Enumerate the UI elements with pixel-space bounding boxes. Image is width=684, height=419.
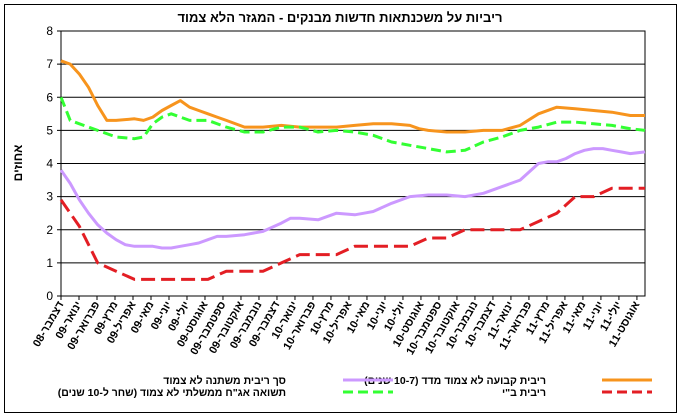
legend-label-1: סך ריבית משתנה לא צמוד [163,375,286,387]
y-axis-ticks: 0 1 2 3 4 5 6 7 8 [46,24,61,303]
legend-label-2: ריבית ב"י [502,387,546,399]
y-tick-label: 5 [46,123,53,137]
series-line-2 [59,186,645,281]
y-tick-label: 2 [46,223,53,237]
y-tick-label: 7 [46,57,53,71]
y-tick-label: 3 [46,190,53,204]
y-tick-label: 8 [46,24,53,38]
series-line-1 [59,147,646,250]
legend: ריבית קבועה לא צמוד מדד (10-7 שנים) סך רי… [58,375,652,399]
y-tick-label: 1 [46,256,53,270]
chart-frame [4,4,677,413]
chart-title: ריביות על משכנתאות חדשות מבנקים - המגזר … [177,10,502,25]
y-axis-label: אחוזים [11,145,25,182]
legend-label-3: תשואה אג"ח ממשלתי לא צמוד (שחר ל-10 שנים… [58,387,286,399]
y-tick-label: 6 [46,90,53,104]
y-tick-label: 0 [46,289,53,303]
series-lines [59,59,646,281]
y-tick-label: 4 [46,157,53,171]
legend-label-0: ריבית קבועה לא צמוד מדד (10-7 שנים) [364,375,546,387]
series-line-3 [59,96,646,154]
x-axis-ticks: דצמבר-08ינואר-09פברואר-09מרץ-09אפריל-09מ… [31,296,643,357]
